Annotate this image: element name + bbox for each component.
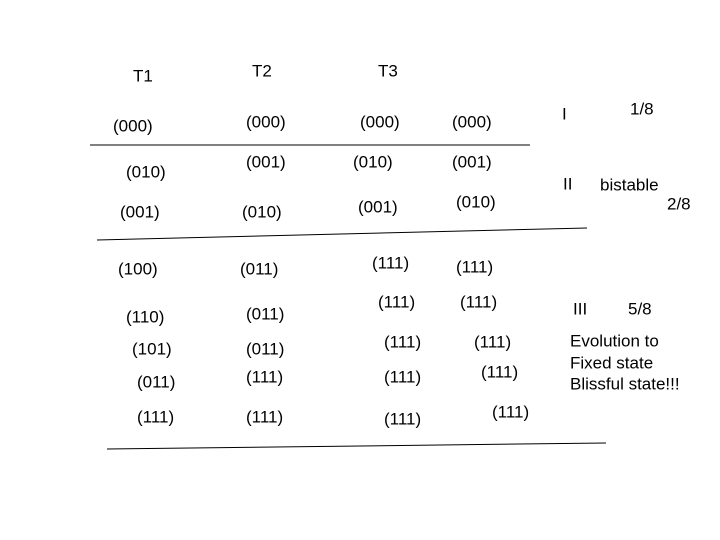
state-cell: (010) — [242, 202, 282, 221]
description: Evolution to — [570, 331, 659, 350]
header: T3 — [378, 61, 398, 80]
state-cell: (111) — [384, 367, 421, 386]
state-cell: (111) — [246, 367, 283, 386]
state-cell: (111) — [246, 407, 283, 426]
description: Fixed state — [570, 353, 653, 372]
state-cell: (111) — [137, 407, 174, 426]
state-cell: (110) — [126, 307, 164, 326]
state-cell: (000) — [113, 116, 153, 135]
state-cell: (111) — [481, 362, 518, 381]
group-label: I — [562, 104, 567, 123]
divider — [106, 442, 607, 450]
state-cell: (001) — [358, 197, 398, 216]
state-cell: (001) — [120, 202, 160, 221]
header: T2 — [252, 61, 272, 80]
state-cell: (111) — [384, 332, 421, 351]
state-cell: (111) — [384, 409, 421, 428]
state-cell: (111) — [378, 292, 415, 311]
state-cell: (000) — [452, 112, 492, 131]
state-cell: (010) — [126, 162, 166, 181]
group-fraction: 1/8 — [630, 99, 654, 118]
state-cell: (011) — [137, 372, 175, 391]
group-fraction: 2/8 — [667, 194, 691, 213]
state-cell: (001) — [452, 152, 492, 171]
state-cell: (111) — [492, 402, 529, 421]
state-cell: (101) — [132, 339, 172, 358]
state-cell: (100) — [118, 259, 158, 278]
state-cell: (000) — [360, 112, 400, 131]
state-cell: (001) — [246, 152, 286, 171]
group-fraction: 5/8 — [628, 299, 652, 318]
group-label: II — [563, 174, 572, 193]
state-cell: (111) — [372, 253, 409, 272]
group-note: bistable — [600, 175, 659, 194]
divider — [96, 227, 588, 241]
state-cell: (011) — [246, 339, 284, 358]
group-label: III — [573, 299, 587, 318]
state-cell: (010) — [456, 192, 496, 211]
state-cell: (111) — [460, 292, 497, 311]
state-cell: (011) — [240, 259, 278, 278]
state-cell: (000) — [246, 112, 286, 131]
state-cell: (111) — [474, 332, 511, 351]
state-cell: (011) — [246, 304, 284, 323]
header: T1 — [133, 66, 153, 85]
description: Blissful state!!! — [570, 374, 680, 393]
state-cell: (111) — [456, 257, 493, 276]
state-cell: (010) — [353, 152, 393, 171]
